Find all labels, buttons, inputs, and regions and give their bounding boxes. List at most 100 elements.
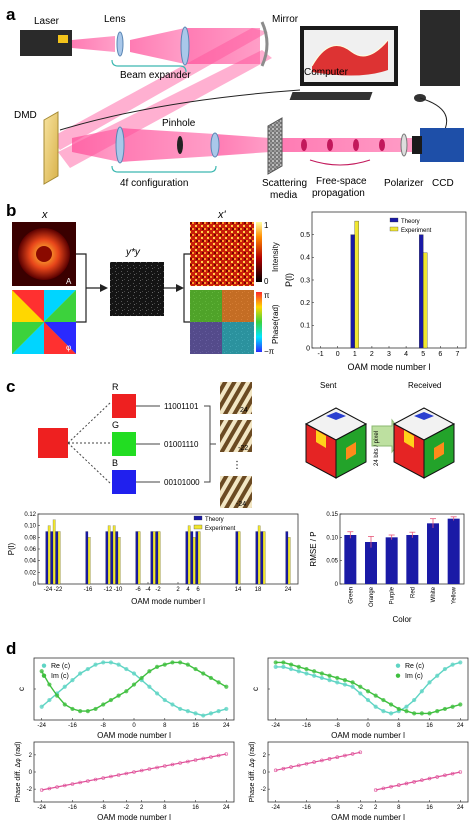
series-point [147,669,152,674]
polarizer-icon [400,133,408,157]
bar-experiment [52,519,56,585]
data-point [186,759,190,764]
series-point [193,666,198,672]
x-tick-label: 8 [397,723,401,729]
data-point [216,753,221,758]
mirror-label: Mirror [272,14,299,25]
phase-colorbar [256,292,262,352]
x-axis-label: OAM mode number l [97,731,171,740]
free-space-label-2: propagation [312,188,365,199]
scattering-label-1: Scattering [262,178,307,189]
data-point [139,768,144,773]
label-r: R [112,382,119,392]
series-point [216,709,221,714]
data-point [132,770,136,774]
series-point [327,673,332,678]
series-point [108,660,114,665]
intensity-xprime-image [190,222,254,286]
fit-line [275,751,361,771]
bar-theory [50,531,54,585]
bar-rmse [406,535,419,584]
data-point [350,752,355,756]
data-point [381,786,386,791]
panel-letter-b: b [6,201,16,220]
y-tick-label: 0.2 [300,300,310,307]
phase-xprime-image [190,290,254,354]
series-point [70,678,75,683]
phase-x-image [12,290,76,354]
label-x-prime: x' [217,209,227,221]
oam-label-22: -22 [238,445,248,452]
legend-swatch [389,226,399,232]
chart-c-rmse: 0 0.05 0.10 0.15 Green Orange Purple Red White Ye… [309,512,465,624]
g-channel [112,432,136,456]
arrow-right-icon-2 [176,284,184,292]
series-point [419,689,424,694]
laser-label: Laser [34,16,60,27]
y-tick-label: 0.12 [24,512,36,518]
y-tick-label: 0.3 [300,277,310,284]
x-tick-label: 0 [336,351,340,358]
y-tick-label: 0.5 [300,232,310,239]
bar-theory [190,531,194,585]
data-point [443,773,447,778]
x-axis-label: OAM mode number l [331,813,405,822]
series-point [170,660,175,665]
bar-theory [235,531,239,585]
bar-experiment [152,531,156,585]
dmd-device [43,111,59,185]
polarizer-label: Polarizer [384,178,424,189]
chart-b-oam-spectrum: 0 0.1 0.2 0.3 0.4 0.5 -1 0 1 2 3 4 5 6 7 Theory Experime… [284,211,467,372]
x-tick-label: -8 [335,805,341,811]
y-tick-label: 0.08 [24,535,36,541]
data-point [124,771,129,776]
series-point [388,711,394,716]
series-point [335,675,340,681]
series-point [124,666,129,672]
chart-c-oam-spectrum: 00.020.040.060.080.100.12-24 -22 -16 -12 -10… [7,512,299,606]
plot-frame [267,741,469,803]
x-tick-label: -12 [104,587,113,593]
x-axis-label: Color [392,615,411,624]
series-point [101,660,106,665]
beam-expander-label: Beam expander [120,70,191,81]
y-tick-label: 0 [29,770,33,776]
panel-a: a Laser Lens Beam expander Mirror [6,5,464,201]
data-point [412,780,416,784]
x-tick-label: 4 [186,587,190,593]
panel-letter-c: c [6,377,15,396]
data-point [312,760,316,764]
oam-pattern-22 [220,420,252,452]
bar-rmse [385,537,398,584]
series-point [281,660,286,665]
x-tick-label: 5 [421,351,425,358]
series-point [62,684,67,689]
series-point [419,711,424,716]
y-axis-label: Phase diff. Δφ (rad) [15,742,22,803]
data-point [178,761,182,765]
label-x: x [41,209,48,221]
x-tick-label: 2 [140,805,144,811]
cb-top-min: 0 [264,277,269,286]
bar-experiment [354,220,359,349]
series-point [381,709,386,714]
data-point [224,752,229,756]
series-line [275,661,461,715]
y-tick-label: 0.10 [326,535,338,541]
series-point [365,689,371,694]
legend-label: Im (c) [51,673,69,680]
lens-2-icon [180,26,190,66]
series-point [412,711,417,716]
fit-line [375,771,461,791]
series-point [458,702,463,707]
data-point [304,761,309,766]
plot-frame [311,211,467,349]
data-point [427,776,432,781]
x-tick-label: Green [348,587,354,604]
series-point [427,711,432,716]
computer-label: Computer [304,67,349,78]
x-tick-label: 0 [366,723,370,729]
x-tick-label: 24 [457,723,464,729]
bar-theory [255,531,259,585]
x-tick-label: -16 [302,723,311,729]
